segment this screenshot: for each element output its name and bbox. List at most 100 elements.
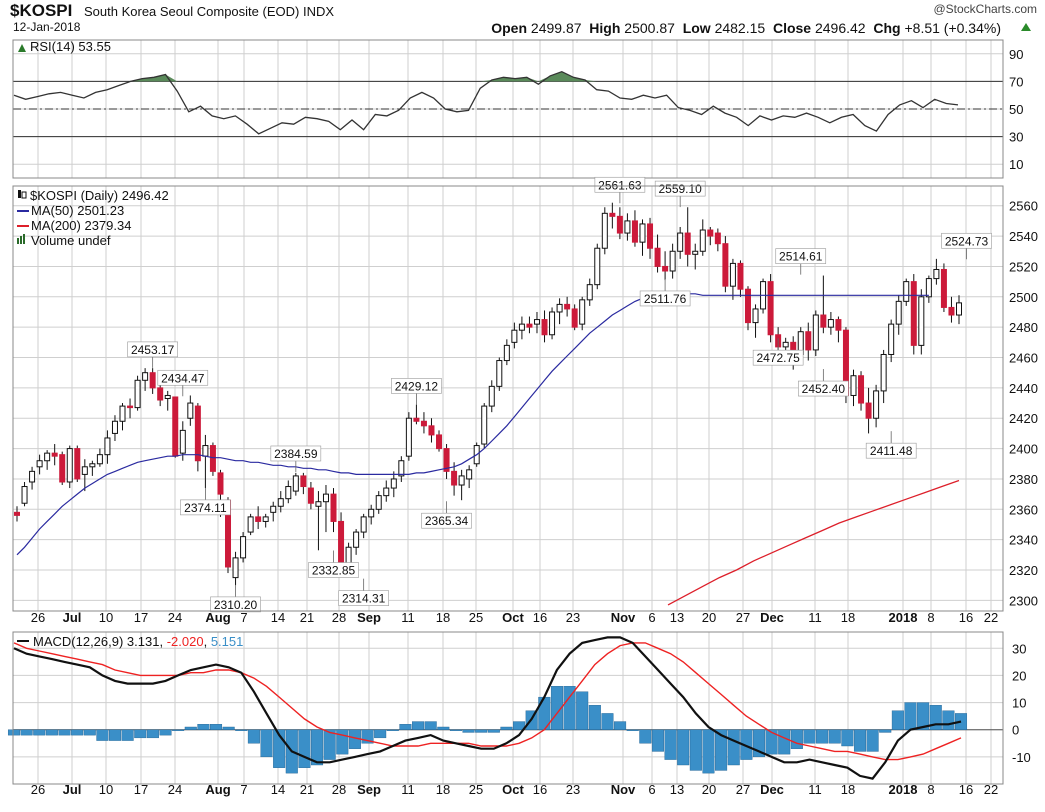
candle-up — [104, 437, 111, 456]
candle-up — [89, 463, 96, 468]
price-tick-label: 2520 — [1009, 259, 1038, 274]
high-value: 2500.87 — [624, 20, 675, 36]
macd-histogram-bar — [954, 713, 968, 730]
price-annotation: 2429.12 — [395, 379, 439, 393]
candle-up — [481, 405, 488, 445]
candle-down — [172, 396, 179, 457]
rsi-tick-label: 50 — [1009, 102, 1023, 117]
chart-header: $KOSPI South Korea Seoul Composite (EOD)… — [0, 0, 1045, 38]
candle-down — [631, 220, 638, 243]
candle-up — [752, 308, 759, 324]
x-tick-label-mid: 11 — [808, 610, 822, 625]
macd-histogram-bar — [184, 726, 197, 730]
candle-down — [616, 215, 623, 234]
candle-up — [29, 470, 36, 483]
candle-down — [662, 265, 669, 272]
price-annotation: 2411.48 — [870, 444, 913, 458]
price-annotation: 2524.73 — [945, 234, 989, 248]
macd-histogram-bar — [550, 686, 563, 730]
x-tick-label-mid: Dec — [760, 610, 784, 625]
x-tick-label-bottom: 10 — [99, 782, 113, 797]
rsi-tick-label: 30 — [1009, 130, 1023, 145]
x-tick-label-bottom: 28 — [332, 782, 346, 797]
annotation-box — [798, 380, 849, 397]
candle-up — [933, 268, 940, 280]
macd-histogram-bar — [614, 721, 627, 730]
price-panel-frame — [12, 185, 1004, 612]
candle-up — [405, 417, 412, 457]
candle-down — [428, 425, 435, 436]
macd-histogram-bar — [778, 729, 791, 755]
annotation-box — [941, 232, 992, 249]
candle-up — [812, 314, 819, 351]
candle-down — [413, 417, 420, 422]
x-tick-label-bottom: 2018 — [889, 782, 918, 797]
candle-down — [420, 420, 427, 427]
x-tick-label-mid: 25 — [469, 610, 483, 625]
price-annotation: 2374.11 — [184, 501, 227, 515]
x-tick-label-bottom: Nov — [611, 782, 636, 797]
candle-down — [564, 303, 571, 310]
x-tick-label-mid: Nov — [611, 610, 636, 625]
x-tick-label-mid: 13 — [670, 610, 684, 625]
macd-histogram-bar — [71, 729, 84, 736]
price-tick-label: 2360 — [1009, 502, 1038, 517]
x-tick-label-mid: 18 — [841, 610, 855, 625]
rsi-tick-label: 10 — [1009, 157, 1023, 172]
open-label: Open — [491, 20, 528, 36]
candle-up — [918, 296, 925, 346]
candle-up — [292, 475, 299, 492]
candle-down — [157, 387, 164, 401]
macd-histogram-bar — [172, 729, 185, 731]
x-tick-label-bottom: 20 — [702, 782, 716, 797]
candle-down — [443, 448, 450, 472]
x-tick-label-mid: 16 — [959, 610, 973, 625]
price-annotation: 2511.76 — [644, 292, 687, 306]
macd-histogram-bar — [816, 729, 829, 744]
candle-up — [466, 469, 473, 480]
ma200-legend: MA(200) 2379.34 — [31, 218, 131, 233]
rsi-line — [13, 70, 959, 135]
up-arrow-icon — [1021, 23, 1031, 31]
candle-up — [164, 394, 171, 400]
x-tick-label-mid: 16 — [533, 610, 547, 625]
candle-down — [451, 470, 458, 486]
rsi-tick-label: 70 — [1009, 74, 1023, 89]
macd-legend-part: MACD(12,26,9) — [33, 634, 127, 649]
price-annotation: 2434.47 — [161, 371, 205, 385]
candle-down — [194, 405, 201, 462]
low-label: Low — [682, 20, 711, 36]
candle-down — [865, 402, 872, 419]
price-tick-label: 2480 — [1009, 320, 1038, 335]
candle-up — [383, 487, 390, 497]
annotation-box — [308, 562, 359, 578]
close-value: 2496.42 — [814, 20, 866, 36]
exchange-label: INDX — [302, 4, 335, 19]
macd-histogram-bar — [247, 729, 260, 744]
macd-histogram-bar — [424, 721, 437, 730]
ma50-legend: MA(50) 2501.23 — [31, 203, 124, 218]
candle-down — [217, 472, 224, 495]
candle-down — [300, 475, 307, 488]
x-tick-label-bottom: 23 — [566, 782, 580, 797]
candle-up — [270, 505, 277, 513]
macd-histogram-bar — [664, 729, 677, 760]
x-tick-label-mid: 22 — [984, 610, 998, 625]
x-tick-label-bottom: 24 — [168, 782, 182, 797]
volume-legend-icon — [20, 236, 22, 244]
macd-histogram-bar — [790, 729, 803, 749]
candle-down — [820, 314, 827, 328]
candle-up — [322, 493, 329, 503]
macd-histogram-bar — [639, 729, 652, 744]
macd-histogram-bar — [210, 724, 223, 730]
candle-up — [44, 452, 51, 462]
volume-legend-icon — [23, 234, 25, 244]
macd-histogram-bar — [134, 729, 147, 739]
candle-down — [940, 268, 947, 308]
x-tick-label-mid: 2018 — [889, 610, 918, 625]
macd-histogram-bar — [197, 724, 210, 730]
candle-down — [858, 375, 865, 404]
x-tick-label-bottom: 16 — [533, 782, 547, 797]
price-tick-label: 2300 — [1009, 593, 1038, 608]
